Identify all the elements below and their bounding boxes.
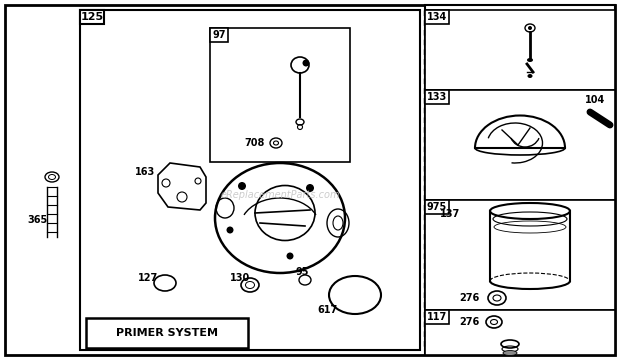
Text: 133: 133 [427,92,447,102]
Text: 137: 137 [440,209,460,219]
Bar [425,10,449,24]
Text: 95: 95 [295,267,309,277]
Text: 117: 117 [427,312,447,322]
Bar [425,200,449,214]
Bar [80,10,420,350]
Bar [425,310,449,324]
Text: 975: 975 [427,202,447,212]
Text: 104: 104 [585,95,605,105]
Ellipse shape [238,182,246,190]
Text: 276: 276 [459,293,479,303]
Bar [80,10,104,24]
Ellipse shape [303,60,309,66]
Text: 163: 163 [135,167,155,177]
Bar [425,5,615,355]
Ellipse shape [503,351,517,356]
Bar [86,318,248,348]
Ellipse shape [226,226,234,234]
Text: 127: 127 [138,273,158,283]
Text: 276: 276 [459,317,479,327]
Bar [425,200,615,310]
Text: 130: 130 [230,273,250,283]
Text: 365: 365 [28,215,48,225]
Text: eReplacementParts.com: eReplacementParts.com [220,190,340,200]
Bar [425,90,615,200]
Text: 708: 708 [245,138,265,148]
Bar [425,90,449,104]
Ellipse shape [527,58,533,62]
Text: 125: 125 [81,12,104,22]
Bar [425,10,615,90]
Text: 617: 617 [318,305,338,315]
Ellipse shape [306,184,314,192]
Ellipse shape [528,74,533,78]
Ellipse shape [528,26,532,30]
Bar [210,28,350,162]
Bar [425,310,615,355]
Text: 97: 97 [212,30,226,40]
Text: PRIMER SYSTEM: PRIMER SYSTEM [116,328,218,338]
Bar [210,28,228,42]
Ellipse shape [286,252,293,260]
Text: 134: 134 [427,12,447,22]
